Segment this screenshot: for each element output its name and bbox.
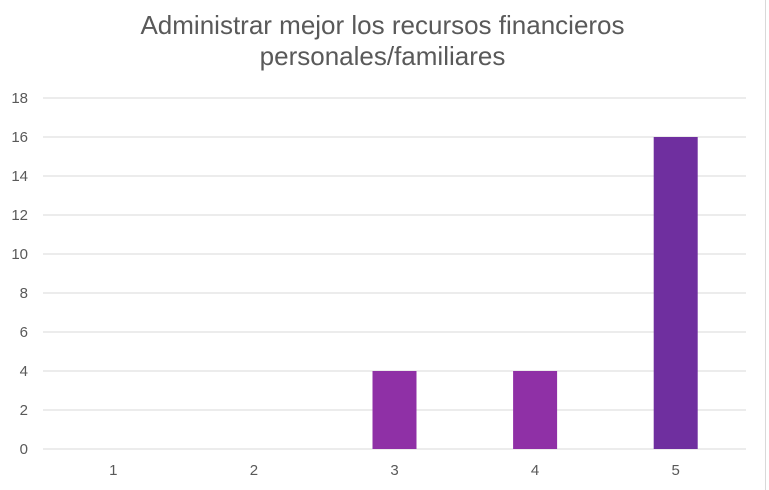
- x-tick-label: 3: [390, 462, 398, 479]
- y-tick-label: 12: [11, 207, 28, 224]
- chart-title: Administrar mejor los recursos financier…: [0, 10, 765, 72]
- y-tick-label: 2: [20, 402, 28, 419]
- x-tick-label: 5: [672, 462, 680, 479]
- bar: [653, 137, 698, 449]
- y-tick-label: 0: [20, 441, 28, 458]
- y-tick-label: 10: [11, 246, 28, 263]
- x-tick-label: 4: [531, 462, 539, 479]
- chart-title-line-1: Administrar mejor los recursos financier…: [140, 10, 625, 40]
- x-tick-label: 2: [250, 462, 258, 479]
- bar: [513, 371, 558, 449]
- bar: [372, 371, 417, 449]
- chart-title-line-2: personales/familiares: [259, 41, 506, 71]
- y-tick-label: 18: [11, 90, 28, 107]
- y-tick-label: 16: [11, 129, 28, 146]
- y-tick-label: 14: [11, 168, 28, 185]
- y-tick-label: 8: [20, 285, 28, 302]
- y-tick-label: 6: [20, 324, 28, 341]
- chart-border: [765, 0, 766, 490]
- x-tick-label: 1: [109, 462, 117, 479]
- y-tick-label: 4: [20, 363, 28, 380]
